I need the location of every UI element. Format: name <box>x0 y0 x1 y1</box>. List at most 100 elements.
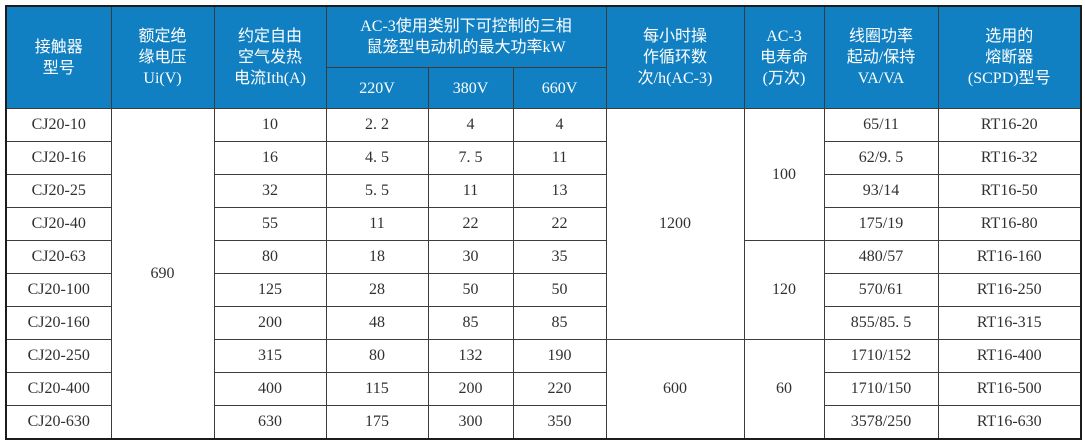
col-header-fuse: 选用的 熔断器 (SCPD)型号 <box>937 5 1082 109</box>
cell-model: CJ20-100 <box>5 273 112 307</box>
table-header: 接触器 型号 额定绝 缘电压 Ui(V) 约定自由 空气发热 电流Ith(A) … <box>5 5 1082 109</box>
cell-ith: 32 <box>213 174 327 208</box>
cell-model: CJ20-160 <box>5 306 112 340</box>
cell-ith: 80 <box>213 240 327 274</box>
cell-cycles-merged: 600 <box>605 339 745 440</box>
cell-fuse: RT16-160 <box>937 240 1082 274</box>
col-header-kw-380: 380V <box>427 67 514 109</box>
cell-coil: 3578/250 <box>823 405 939 440</box>
cell-kw220: 4. 5 <box>325 141 429 175</box>
table-row: CJ20-40 55 11 22 22 175/19 RT16-80 <box>5 207 1082 241</box>
cell-kw220: 5. 5 <box>325 174 429 208</box>
cell-model: CJ20-630 <box>5 405 112 440</box>
table-row: CJ20-63 80 18 30 35 120 480/57 RT16-160 <box>5 240 1082 340</box>
cell-fuse: RT16-250 <box>937 273 1082 307</box>
cell-ith: 315 <box>213 339 327 373</box>
col-header-ui: 额定绝 缘电压 Ui(V) <box>110 5 215 109</box>
cell-fuse: RT16-400 <box>937 339 1082 373</box>
col-header-model: 接触器 型号 <box>5 5 112 109</box>
cell-kw660: 11 <box>512 141 607 175</box>
cell-fuse: RT16-50 <box>937 174 1082 208</box>
cell-ith: 10 <box>213 108 327 142</box>
cell-fuse: RT16-80 <box>937 207 1082 241</box>
cell-model: CJ20-40 <box>5 207 112 241</box>
cell-kw380: 7. 5 <box>427 141 514 175</box>
cell-life-merged: 60 <box>743 339 825 440</box>
cell-life-merged: 100 <box>743 108 825 241</box>
cell-kw660: 85 <box>512 306 607 340</box>
col-header-kw-660: 660V <box>512 67 607 109</box>
cell-kw660: 350 <box>512 405 607 440</box>
cell-kw380: 11 <box>427 174 514 208</box>
cell-kw220: 175 <box>325 405 429 440</box>
cell-ith: 200 <box>213 306 327 340</box>
cell-kw220: 115 <box>325 372 429 406</box>
col-header-ith: 约定自由 空气发热 电流Ith(A) <box>213 5 327 109</box>
cell-kw660: 22 <box>512 207 607 241</box>
cell-kw220: 48 <box>325 306 429 340</box>
cell-coil: 175/19 <box>823 207 939 241</box>
cell-kw380: 30 <box>427 240 514 274</box>
table-row: CJ20-10 690 10 2. 2 4 4 1200 100 65/11 R… <box>5 108 1082 440</box>
cell-coil: 570/61 <box>823 273 939 307</box>
cell-kw660: 13 <box>512 174 607 208</box>
cell-kw380: 50 <box>427 273 514 307</box>
cell-coil: 62/9. 5 <box>823 141 939 175</box>
cell-kw220: 11 <box>325 207 429 241</box>
cell-kw380: 200 <box>427 372 514 406</box>
cell-ith: 55 <box>213 207 327 241</box>
table-row: CJ20-100 125 28 50 50 570/61 RT16-250 <box>5 273 1082 307</box>
col-header-kw-group: AC-3使用类别下可控制的三相 鼠笼型电动机的最大功率kW <box>325 5 607 68</box>
cell-kw660: 190 <box>512 339 607 373</box>
cell-fuse: RT16-32 <box>937 141 1082 175</box>
cell-fuse: RT16-630 <box>937 405 1082 440</box>
cell-kw380: 4 <box>427 108 514 142</box>
contactor-spec-table: 接触器 型号 额定绝 缘电压 Ui(V) 约定自由 空气发热 电流Ith(A) … <box>5 5 1082 440</box>
cell-kw380: 22 <box>427 207 514 241</box>
cell-fuse: RT16-20 <box>937 108 1082 142</box>
cell-ith: 630 <box>213 405 327 440</box>
cell-ui-merged: 690 <box>110 108 215 440</box>
cell-model: CJ20-250 <box>5 339 112 373</box>
cell-fuse: RT16-315 <box>937 306 1082 340</box>
table-row: CJ20-16 16 4. 5 7. 5 11 62/9. 5 RT16-32 <box>5 141 1082 175</box>
cell-kw380: 85 <box>427 306 514 340</box>
col-header-kw-220: 220V <box>325 67 429 109</box>
cell-model: CJ20-400 <box>5 372 112 406</box>
table-row: CJ20-250 315 80 132 190 600 60 1710/152 … <box>5 339 1082 440</box>
cell-coil: 480/57 <box>823 240 939 274</box>
cell-coil: 1710/152 <box>823 339 939 373</box>
cell-kw380: 132 <box>427 339 514 373</box>
cell-coil: 855/85. 5 <box>823 306 939 340</box>
col-header-cycles: 每小时操 作循环数 次/h(AC-3) <box>605 5 745 109</box>
cell-model: CJ20-63 <box>5 240 112 274</box>
cell-coil: 1710/150 <box>823 372 939 406</box>
cell-ith: 16 <box>213 141 327 175</box>
col-header-life: AC-3 电寿命 (万次) <box>743 5 825 109</box>
cell-kw220: 80 <box>325 339 429 373</box>
table-row: CJ20-630 630 175 300 350 3578/250 RT16-6… <box>5 405 1082 440</box>
cell-kw220: 28 <box>325 273 429 307</box>
cell-kw660: 4 <box>512 108 607 142</box>
col-header-coil: 线圈功率 起动/保持 VA/VA <box>823 5 939 109</box>
table-row: CJ20-25 32 5. 5 11 13 93/14 RT16-50 <box>5 174 1082 208</box>
cell-fuse: RT16-500 <box>937 372 1082 406</box>
cell-model: CJ20-16 <box>5 141 112 175</box>
cell-kw660: 50 <box>512 273 607 307</box>
cell-model: CJ20-10 <box>5 108 112 142</box>
cell-kw220: 2. 2 <box>325 108 429 142</box>
cell-kw380: 300 <box>427 405 514 440</box>
cell-coil: 93/14 <box>823 174 939 208</box>
cell-kw220: 18 <box>325 240 429 274</box>
table-body: CJ20-10 690 10 2. 2 4 4 1200 100 65/11 R… <box>5 108 1082 440</box>
cell-model: CJ20-25 <box>5 174 112 208</box>
cell-coil: 65/11 <box>823 108 939 142</box>
cell-kw660: 220 <box>512 372 607 406</box>
cell-kw660: 35 <box>512 240 607 274</box>
cell-life-merged: 120 <box>743 240 825 340</box>
cell-cycles-merged: 1200 <box>605 108 745 340</box>
table-row: CJ20-400 400 115 200 220 1710/150 RT16-5… <box>5 372 1082 406</box>
cell-ith: 400 <box>213 372 327 406</box>
cell-ith: 125 <box>213 273 327 307</box>
